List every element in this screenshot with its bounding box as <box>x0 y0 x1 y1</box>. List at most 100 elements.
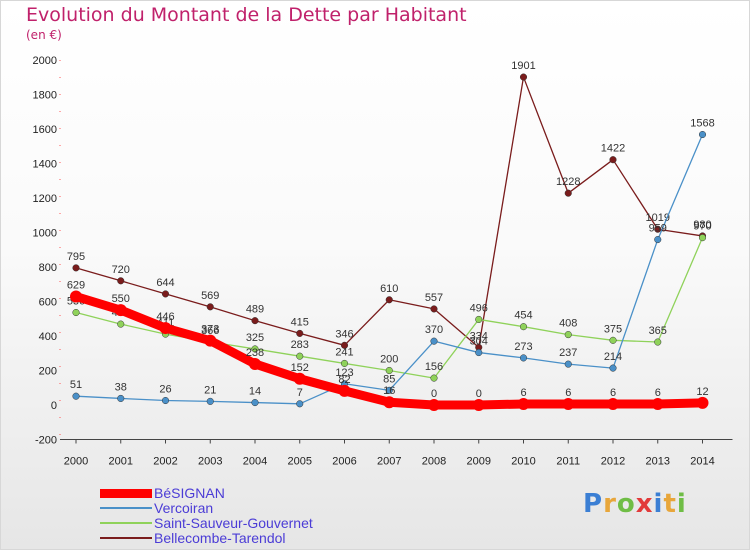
x-tick-label: 2001 <box>109 456 133 468</box>
data-point-besignan <box>696 396 709 409</box>
x-tick-label: 2012 <box>601 456 625 468</box>
data-label-besignan: 446 <box>156 311 174 323</box>
data-point-saint-sauveur-gouvernet <box>296 352 304 360</box>
y-tick-label: 1800 <box>33 90 57 102</box>
y-tick-label: 2000 <box>33 55 57 67</box>
data-point-bellecombe-tarendol <box>206 303 214 311</box>
x-tick-label: 2003 <box>198 456 222 468</box>
data-point-bellecombe-tarendol <box>430 305 438 313</box>
data-label-vercoiran: 237 <box>559 347 577 359</box>
data-point-saint-sauveur-gouvernet <box>698 234 707 242</box>
y-tick-label: 0 <box>51 400 57 412</box>
data-label-bellecombe-tarendol: 644 <box>156 277 174 289</box>
data-point-besignan <box>114 304 127 317</box>
data-point-vercoiran <box>296 400 304 408</box>
legend-label: Saint-Sauveur-Gouvernet <box>154 515 313 531</box>
data-label-bellecombe-tarendol: 569 <box>201 290 219 302</box>
x-tick-label: 2005 <box>288 456 312 468</box>
legend-swatch-bellecombe <box>100 537 152 539</box>
x-tick-label: 2007 <box>377 456 401 468</box>
data-label-besignan: 550 <box>112 293 130 305</box>
data-point-vercoiran <box>206 397 214 405</box>
x-tick-label: 2000 <box>64 456 88 468</box>
data-point-bellecombe-tarendol <box>654 225 662 233</box>
data-point-vercoiran <box>251 399 259 407</box>
data-point-vercoiran <box>72 392 80 400</box>
data-point-saint-sauveur-gouvernet <box>519 323 528 331</box>
data-point-besignan <box>293 372 306 385</box>
y-tick-label: 400 <box>39 331 57 343</box>
data-label-besignan: 0 <box>476 388 482 400</box>
data-point-besignan <box>517 397 530 410</box>
data-label-vercoiran: 1568 <box>690 118 714 130</box>
x-tick-label: 2010 <box>511 456 535 468</box>
x-tick-label: 2004 <box>243 456 267 468</box>
data-label-vercoiran: 85 <box>383 373 395 385</box>
y-tick-label: 1400 <box>33 159 57 171</box>
data-point-vercoiran <box>385 386 393 394</box>
series-line-bellecombe-tarendol <box>75 76 704 349</box>
data-label-vercoiran: 304 <box>470 336 488 348</box>
data-label-vercoiran: 26 <box>159 384 171 396</box>
data-point-vercoiran <box>609 364 617 372</box>
data-label-bellecombe-tarendol: 1901 <box>511 60 535 72</box>
data-label-besignan: 12 <box>696 386 708 398</box>
data-label-besignan: 0 <box>431 388 437 400</box>
data-label-saint-sauveur-gouvernet: 454 <box>514 310 532 322</box>
data-point-saint-sauveur-gouvernet <box>251 345 259 353</box>
data-label-bellecombe-tarendol: 610 <box>380 283 398 295</box>
chart-subtitle: (en €) <box>26 28 62 42</box>
data-label-besignan: 6 <box>655 387 661 399</box>
y-tick-label: 800 <box>39 262 57 274</box>
data-label-bellecombe-tarendol: 489 <box>246 304 264 316</box>
data-label-vercoiran: 273 <box>514 341 532 353</box>
data-label-bellecombe-tarendol: 346 <box>335 328 353 340</box>
data-label-besignan: 6 <box>610 387 616 399</box>
data-point-besignan <box>338 384 351 397</box>
data-point-saint-sauveur-gouvernet <box>654 338 662 346</box>
data-point-saint-sauveur-gouvernet <box>609 336 617 344</box>
data-point-bellecombe-tarendol <box>609 156 617 164</box>
data-point-saint-sauveur-gouvernet <box>340 359 349 367</box>
data-point-vercoiran <box>117 394 125 402</box>
data-point-bellecombe-tarendol <box>519 73 528 81</box>
legend-item-vercoiran: Vercoiran <box>100 500 213 516</box>
proxiti-logo: Proxiti <box>583 489 687 519</box>
y-tick-label: 1000 <box>33 228 57 240</box>
data-point-besignan <box>159 322 172 335</box>
data-point-vercoiran <box>475 349 483 357</box>
data-label-vercoiran: 370 <box>425 324 443 336</box>
data-point-bellecombe-tarendol <box>161 290 170 298</box>
x-tick-label: 2013 <box>646 456 670 468</box>
data-label-besignan: 152 <box>291 362 309 374</box>
data-label-saint-sauveur-gouvernet: 375 <box>604 323 622 335</box>
data-point-besignan <box>607 397 619 410</box>
data-point-besignan <box>428 399 440 411</box>
data-label-vercoiran: 38 <box>115 381 127 393</box>
data-point-besignan <box>472 399 485 411</box>
data-label-saint-sauveur-gouvernet: 496 <box>470 302 488 314</box>
data-label-bellecombe-tarendol: 1422 <box>601 143 625 155</box>
chart-title: Evolution du Montant de la Dette par Hab… <box>26 4 467 26</box>
legend-swatch-saint-sauveur <box>100 522 152 524</box>
data-point-saint-sauveur-gouvernet <box>117 320 125 328</box>
data-label-besignan: 373 <box>201 324 219 336</box>
x-tick-label: 2002 <box>153 456 177 468</box>
data-label-besignan: 6 <box>520 387 526 399</box>
x-tick-label: 2014 <box>690 456 714 468</box>
data-point-besignan <box>562 397 575 410</box>
data-label-besignan: 6 <box>565 387 571 399</box>
data-point-vercoiran <box>519 354 528 362</box>
data-point-besignan <box>383 396 396 409</box>
data-point-bellecombe-tarendol <box>385 296 393 304</box>
data-point-bellecombe-tarendol <box>564 189 572 197</box>
data-point-vercoiran <box>430 337 438 345</box>
data-point-besignan <box>249 357 261 370</box>
y-tick-label: 1200 <box>33 193 57 205</box>
data-label-bellecombe-tarendol: 1228 <box>556 176 580 188</box>
data-point-saint-sauveur-gouvernet <box>430 374 438 382</box>
data-label-bellecombe-tarendol: 1019 <box>646 212 670 224</box>
data-label-saint-sauveur-gouvernet: 366 <box>201 325 219 337</box>
